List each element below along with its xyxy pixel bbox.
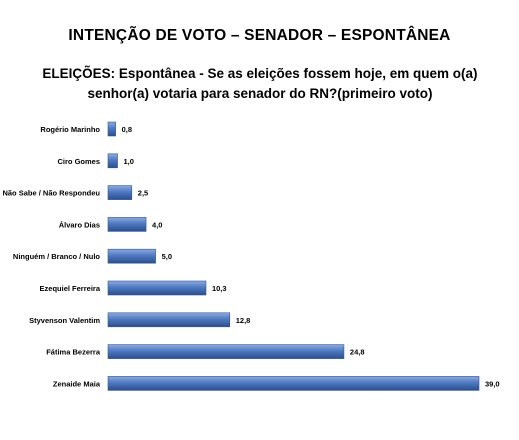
category-label: Álvaro Dias [59,220,100,229]
category-label: Ezequiel Ferreira [40,284,101,293]
category-label: Não Sabe / Não Respondeu [2,189,100,198]
value-label: 39,0 [485,379,500,388]
bar [107,312,231,328]
bar [107,185,133,200]
value-label: 5,0 [162,252,172,261]
category-label: Ciro Gomes [57,157,100,166]
category-label: Ninguém / Branco / Nulo [13,252,101,261]
bar [107,153,118,169]
value-label: 0,8 [122,125,132,134]
category-label: Rogério Marinho [40,125,100,134]
bar [107,344,345,359]
bar [107,280,207,296]
value-label: 4,0 [152,220,162,229]
value-label: 2,5 [138,189,148,198]
bar [107,248,156,264]
chart-subtitle: ELEIÇÕES: Espontânea - Se as eleições fo… [42,66,478,101]
value-label: 10,3 [212,284,227,293]
value-label: 24,8 [350,348,365,357]
category-label: Styvenson Valentim [29,316,100,325]
category-label: Zenaide Maia [53,379,101,388]
value-label: 12,8 [236,316,251,325]
bar [107,121,116,137]
bars-layer: Rogério Marinho 0,8 Ciro Gomes 1,0 Não Sabe … [2,121,500,391]
category-label: Fátima Bezerra [46,348,101,357]
value-label: 1,0 [124,157,134,166]
bar [107,376,480,391]
bar [107,217,147,232]
page-title: INTENÇÃO DE VOTO – SENADOR – ESPONTÂNEA [68,27,451,44]
